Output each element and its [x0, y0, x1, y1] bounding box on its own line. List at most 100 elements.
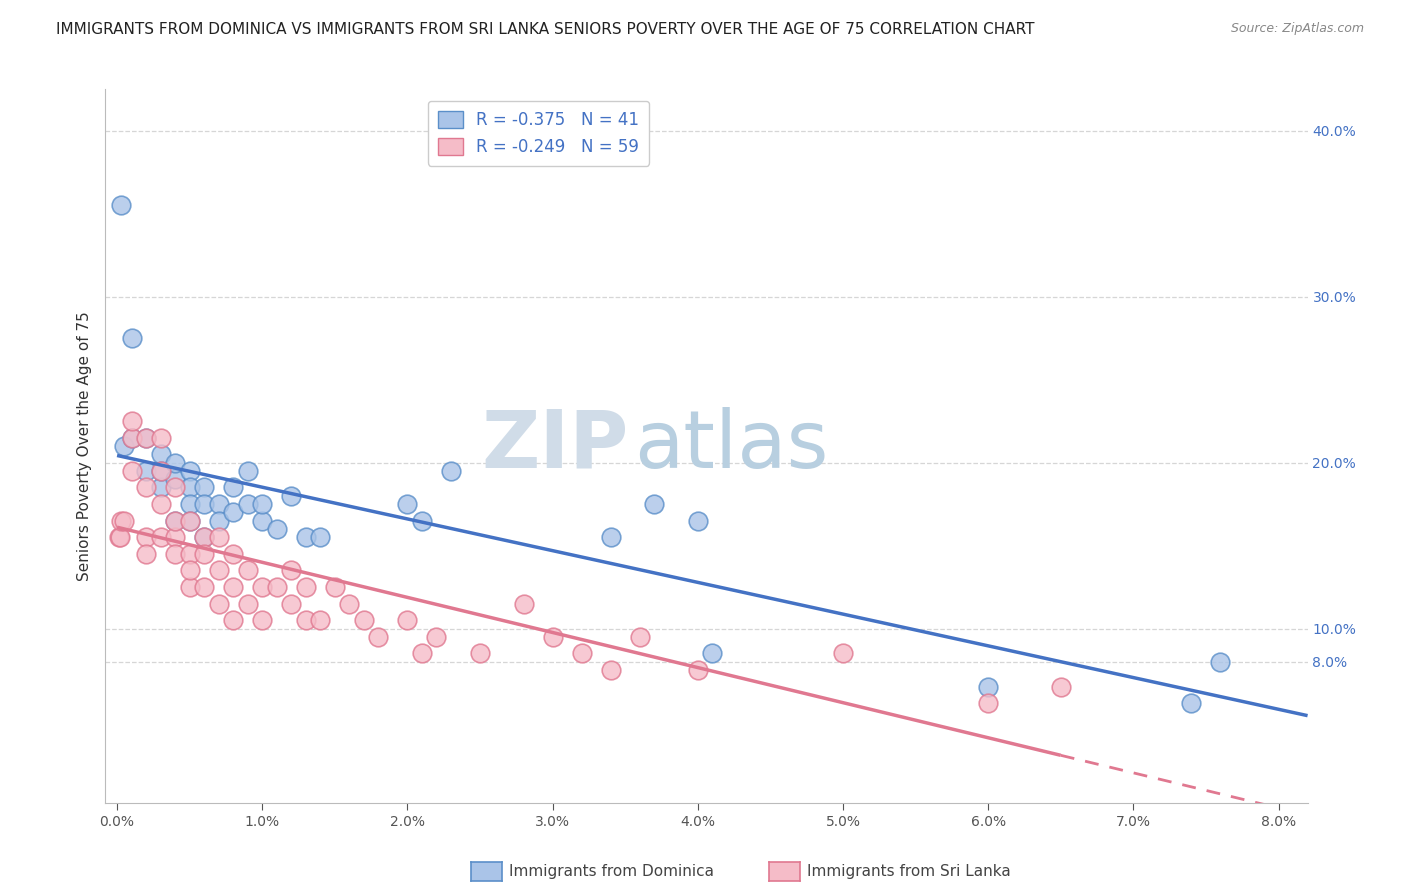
Text: ZIP: ZIP: [481, 407, 628, 485]
Point: [977, 680, 1000, 694]
Point: [222, 580, 245, 594]
Point: [512, 597, 534, 611]
Point: [396, 613, 419, 627]
Point: [208, 497, 231, 511]
Point: [977, 696, 1000, 710]
Point: [571, 647, 593, 661]
Point: [208, 597, 231, 611]
Point: [222, 505, 245, 519]
Point: [411, 514, 433, 528]
Point: [135, 431, 157, 445]
Point: [425, 630, 447, 644]
Point: [252, 514, 274, 528]
Text: Immigrants from Dominica: Immigrants from Dominica: [509, 864, 714, 879]
Point: [309, 613, 332, 627]
Point: [112, 514, 135, 528]
Point: [165, 456, 187, 470]
Point: [149, 447, 172, 461]
Point: [295, 580, 318, 594]
Text: Source: ZipAtlas.com: Source: ZipAtlas.com: [1230, 22, 1364, 36]
Point: [193, 530, 215, 544]
Point: [628, 630, 651, 644]
Point: [468, 647, 491, 661]
Point: [179, 514, 201, 528]
Point: [236, 564, 259, 578]
Point: [179, 464, 201, 478]
Point: [193, 580, 215, 594]
Point: [121, 431, 143, 445]
Point: [149, 464, 172, 478]
Point: [295, 530, 318, 544]
Point: [193, 497, 215, 511]
Point: [396, 497, 419, 511]
Point: [252, 613, 274, 627]
Text: Immigrants from Sri Lanka: Immigrants from Sri Lanka: [807, 864, 1011, 879]
Point: [165, 481, 187, 495]
Point: [179, 497, 201, 511]
Point: [323, 580, 346, 594]
Legend: R = -0.375   N = 41, R = -0.249   N = 59: R = -0.375 N = 41, R = -0.249 N = 59: [427, 101, 650, 166]
Point: [252, 497, 274, 511]
Point: [411, 647, 433, 661]
Point: [440, 464, 463, 478]
Point: [121, 414, 143, 428]
Point: [165, 547, 187, 561]
Text: atlas: atlas: [634, 407, 828, 485]
Point: [266, 522, 288, 536]
Point: [832, 647, 855, 661]
Point: [367, 630, 389, 644]
Point: [236, 497, 259, 511]
Point: [266, 580, 288, 594]
Point: [222, 547, 245, 561]
Point: [309, 530, 332, 544]
Point: [165, 472, 187, 486]
Point: [280, 564, 302, 578]
Point: [179, 547, 201, 561]
Point: [135, 464, 157, 478]
Point: [149, 530, 172, 544]
Point: [208, 564, 231, 578]
Point: [1049, 680, 1071, 694]
Point: [702, 647, 724, 661]
Point: [179, 514, 201, 528]
Point: [599, 663, 621, 677]
Point: [686, 663, 709, 677]
Point: [121, 464, 143, 478]
Point: [222, 481, 245, 495]
Point: [110, 514, 132, 528]
Y-axis label: Seniors Poverty Over the Age of 75: Seniors Poverty Over the Age of 75: [76, 311, 91, 581]
Point: [165, 530, 187, 544]
Point: [193, 530, 215, 544]
Point: [193, 547, 215, 561]
Point: [541, 630, 564, 644]
Point: [236, 464, 259, 478]
Point: [165, 514, 187, 528]
Point: [208, 530, 231, 544]
Point: [179, 580, 201, 594]
Point: [295, 613, 318, 627]
Point: [208, 514, 231, 528]
Point: [149, 497, 172, 511]
Text: IMMIGRANTS FROM DOMINICA VS IMMIGRANTS FROM SRI LANKA SENIORS POVERTY OVER THE A: IMMIGRANTS FROM DOMINICA VS IMMIGRANTS F…: [56, 22, 1035, 37]
Point: [149, 464, 172, 478]
Point: [599, 530, 621, 544]
Point: [179, 564, 201, 578]
Point: [149, 481, 172, 495]
Point: [1209, 655, 1232, 669]
Point: [135, 431, 157, 445]
Point: [353, 613, 375, 627]
Point: [252, 580, 274, 594]
Point: [1180, 696, 1202, 710]
Point: [179, 481, 201, 495]
Point: [107, 530, 129, 544]
Point: [337, 597, 360, 611]
Point: [165, 514, 187, 528]
Point: [222, 613, 245, 627]
Point: [236, 597, 259, 611]
Point: [280, 597, 302, 611]
Point: [149, 431, 172, 445]
Point: [121, 331, 143, 345]
Point: [193, 481, 215, 495]
Point: [135, 530, 157, 544]
Point: [686, 514, 709, 528]
